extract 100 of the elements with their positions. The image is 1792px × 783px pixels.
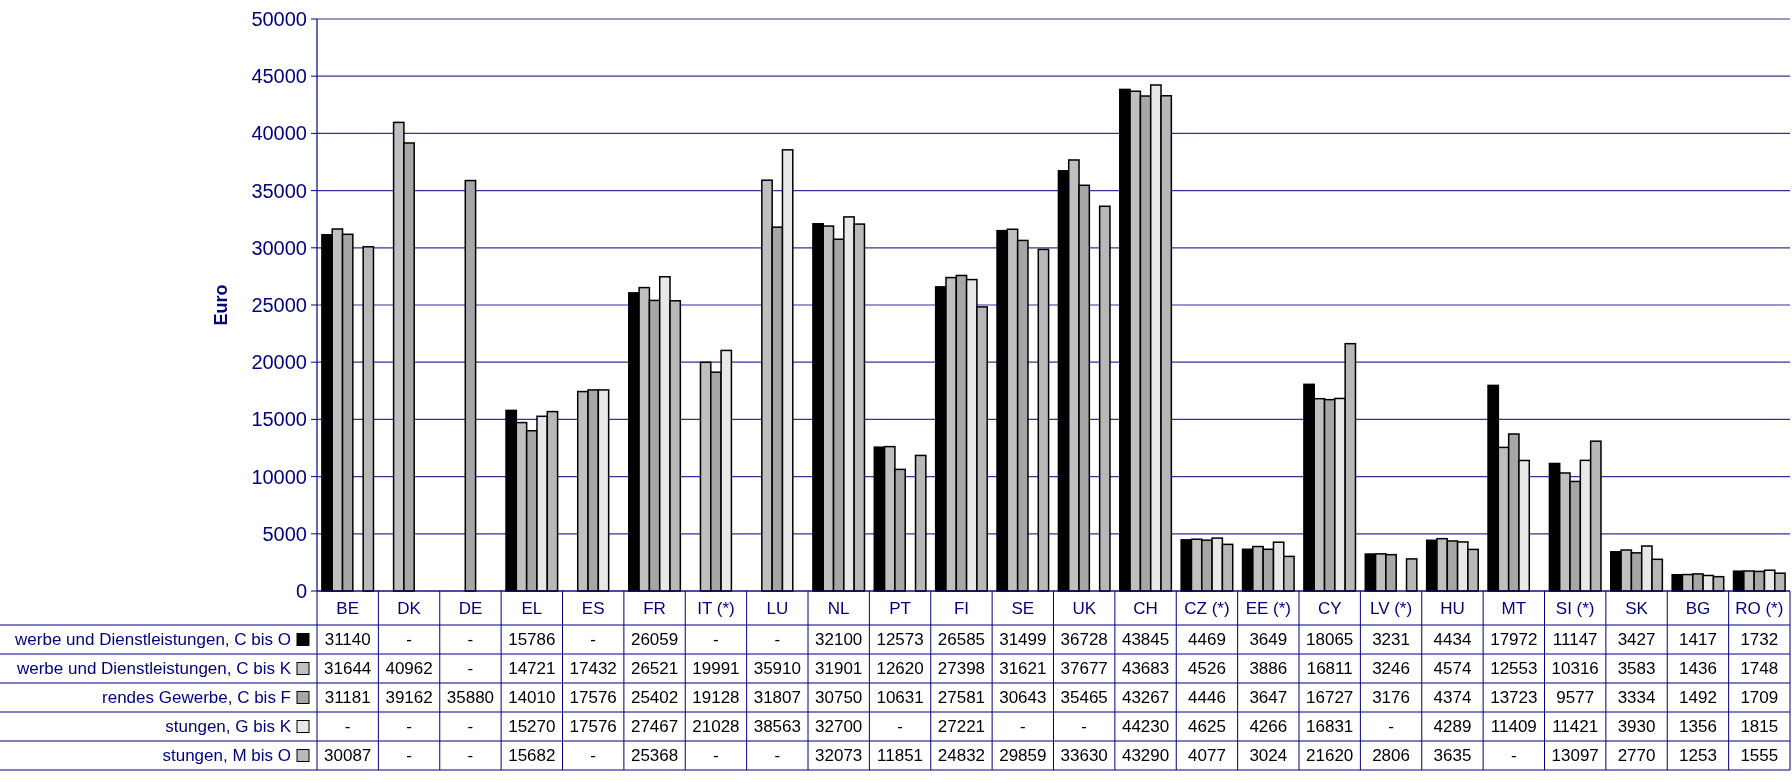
data-label: 39162 [385, 688, 433, 708]
data-label: 32100 [815, 630, 863, 650]
data-label: 43290 [1121, 746, 1170, 766]
data-label: 30087 [324, 746, 372, 766]
data-label: 12553 [1490, 659, 1538, 679]
text: - [344, 717, 351, 737]
x-tick-label: CZ (*) [1184, 598, 1230, 618]
y-tick-label: 25000 [251, 294, 307, 316]
data-label: 31807 [753, 688, 801, 708]
x-tick-label: SK [1625, 598, 1649, 618]
data-label: 31644 [324, 659, 372, 679]
x-tick-label: LU [766, 598, 789, 618]
text: - [406, 630, 412, 650]
data-label: 31499 [999, 630, 1047, 650]
x-tick-label: SE [1011, 598, 1035, 618]
data-label: 4077 [1188, 746, 1226, 766]
data-label: 36728 [1060, 630, 1108, 650]
data-label: 25402 [630, 688, 679, 708]
legend-label: werbe und Dienstleistungen, C bis O [14, 630, 291, 650]
data-label: 10631 [876, 688, 924, 708]
data-label: 32073 [815, 746, 863, 766]
x-tick-label: FI [953, 598, 969, 618]
data-label: 3886 [1249, 659, 1288, 679]
data-label: 43267 [1121, 688, 1170, 708]
data-label: 1709 [1740, 688, 1779, 708]
data-label: 14721 [508, 659, 556, 679]
x-tick-label: SI (*) [1555, 598, 1595, 618]
data-label: 4574 [1433, 659, 1472, 679]
data-label: 16727 [1306, 688, 1354, 708]
x-tick-label: MT [1501, 598, 1527, 618]
data-label: 3635 [1433, 746, 1472, 766]
data-label: 4289 [1433, 717, 1472, 737]
data-label: 4469 [1188, 630, 1226, 650]
data-label: 21028 [692, 717, 740, 737]
data-label: 27581 [937, 688, 986, 708]
data-label: 4266 [1249, 717, 1288, 737]
text: - [467, 717, 474, 737]
data-label: 1417 [1679, 630, 1717, 650]
data-label: 25368 [630, 746, 679, 766]
data-label: 15270 [508, 717, 556, 737]
data-label: 4446 [1188, 688, 1226, 708]
data-label: 3427 [1617, 630, 1656, 650]
data-label: 1815 [1740, 717, 1779, 737]
data-label: 17576 [569, 688, 617, 708]
data-label: 17432 [569, 659, 617, 679]
text: - [590, 630, 597, 650]
data-label: 2806 [1372, 746, 1410, 766]
x-tick-label: PT [889, 598, 911, 618]
bar [1037, 248, 1050, 592]
data-label: 13097 [1551, 746, 1599, 766]
data-label: 3930 [1617, 717, 1656, 737]
bar [1098, 205, 1111, 592]
y-tick-label: 50000 [251, 8, 307, 30]
bar [362, 246, 375, 592]
data-label: 3583 [1617, 659, 1656, 679]
data-label: 31901 [815, 659, 863, 679]
legend-label: werbe und Dienstleistungen, C bis K [15, 659, 292, 679]
data-label: 40962 [385, 659, 433, 679]
data-label: 30750 [815, 688, 863, 708]
x-tick-label: CY [1317, 598, 1342, 618]
y-axis-title: Euro [211, 284, 231, 326]
x-tick-label: LV (*) [1369, 598, 1413, 618]
x-tick-label: NL [827, 598, 850, 618]
data-label: 35880 [446, 688, 495, 708]
text: - [467, 746, 474, 766]
x-tick-label: IT (*) [697, 598, 735, 618]
data-label: 37677 [1060, 659, 1108, 679]
data-label: 15682 [508, 746, 556, 766]
x-tick-label: BE [336, 598, 360, 618]
text: - [897, 717, 903, 737]
data-label: 11851 [877, 746, 924, 766]
x-tick-label: BG [1685, 598, 1711, 618]
x-tick-label: UK [1072, 598, 1097, 618]
y-tick-label: 30000 [251, 236, 307, 259]
data-label: 26521 [630, 659, 679, 679]
data-label: 29859 [999, 746, 1047, 766]
data-label: 10316 [1551, 659, 1599, 679]
data-label: 3334 [1617, 688, 1656, 708]
text: - [406, 746, 412, 766]
data-label: 19991 [692, 659, 740, 679]
data-label: 27467 [630, 717, 679, 737]
y-tick-label: 20000 [251, 351, 307, 374]
data-label: 31621 [999, 659, 1047, 679]
data-label: 12620 [876, 659, 924, 679]
x-tick-label: DE [458, 598, 483, 618]
y-tick-label: 0 [295, 580, 307, 602]
text: - [467, 630, 474, 650]
y-tick-label: 45000 [251, 65, 307, 88]
y-tick-label: 5000 [262, 522, 307, 545]
text: - [1510, 746, 1517, 766]
data-label: 16811 [1306, 659, 1353, 679]
bar [464, 179, 477, 592]
data-label: 16831 [1306, 717, 1354, 737]
text: - [713, 746, 719, 766]
data-label: 27221 [937, 717, 986, 737]
text: - [1388, 717, 1394, 737]
y-tick-label: 15000 [251, 408, 307, 431]
data-label: 11147 [1552, 630, 1598, 650]
y-tick-label: 10000 [251, 465, 307, 488]
text: - [467, 659, 474, 679]
